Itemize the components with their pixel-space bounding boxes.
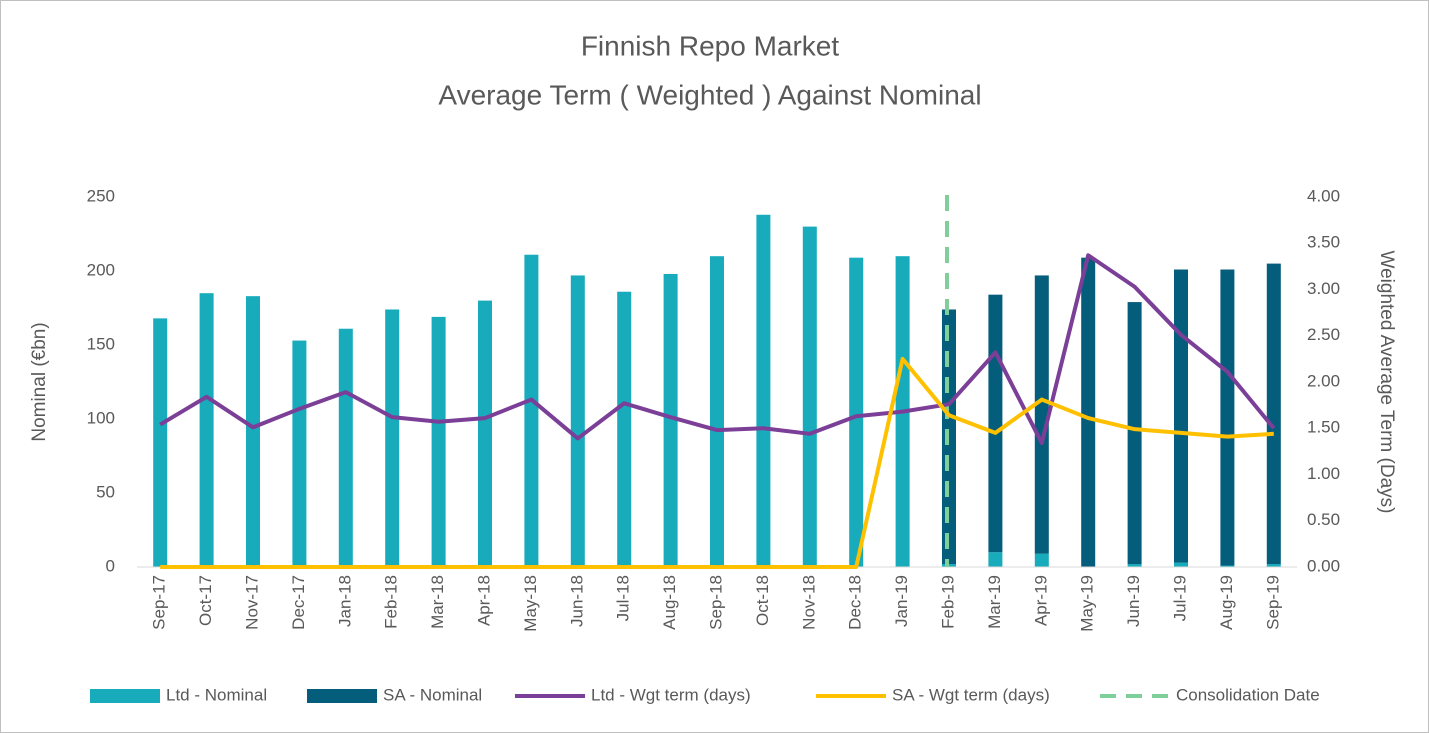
line-series [159, 253, 1276, 446]
bar [199, 293, 214, 567]
bar [756, 214, 771, 567]
chart-title: Finnish Repo Market [581, 30, 840, 61]
bar [1081, 257, 1096, 567]
x-tick-label: Nov-17 [242, 575, 261, 630]
x-tick-label: Jan-18 [335, 575, 354, 627]
bar [1174, 269, 1188, 563]
x-tick-label: May-18 [521, 575, 540, 632]
bar [1220, 565, 1235, 567]
x-tick-label: Sep-19 [1263, 575, 1282, 630]
y2-tick-label: 3.00 [1307, 279, 1340, 298]
y-tick-label: 250 [87, 186, 115, 205]
y2-tick-label: 0.00 [1307, 556, 1340, 575]
bar [431, 316, 446, 567]
bar [385, 309, 400, 567]
y-tick-label: 0 [106, 556, 115, 575]
bar [617, 291, 632, 567]
y-axis-title: Nominal (€bn) [29, 322, 50, 441]
legend-label: SA - Wgt term (days) [892, 685, 1050, 704]
bar [570, 275, 585, 567]
y-tick-label: 200 [87, 260, 115, 279]
x-tick-label: Oct-18 [753, 575, 772, 626]
y-tick-label: 100 [87, 408, 115, 427]
x-tick-label: Apr-19 [1031, 575, 1050, 626]
bar [1266, 564, 1281, 567]
x-tick-label: Apr-18 [474, 575, 493, 626]
bar [710, 256, 724, 567]
bar [1220, 269, 1235, 566]
x-tick-label: Aug-18 [660, 575, 679, 630]
bar [292, 340, 307, 567]
bar [1034, 553, 1049, 567]
bar [988, 294, 1003, 553]
x-tick-label: Sep-18 [706, 575, 725, 630]
x-tick-label: Dec-17 [289, 575, 308, 630]
x-tick-label: Mar-18 [428, 575, 447, 629]
bar [246, 296, 260, 567]
bar [524, 254, 539, 567]
chart-subtitle: Average Term ( Weighted ) Against Nomina… [438, 79, 981, 110]
x-tick-label: Feb-18 [382, 575, 401, 629]
x-tick-label: Jul-19 [1170, 575, 1189, 621]
x-tick-label: Jun-19 [1124, 575, 1143, 627]
y2-axis-title: Weighted Average Term (Days) [1376, 251, 1397, 514]
legend-label: Consolidation Date [1176, 685, 1320, 704]
x-tick-label: Nov-18 [799, 575, 818, 630]
x-tick-label: Sep-17 [150, 575, 169, 630]
y2-tick-label: 1.50 [1307, 418, 1340, 437]
bar [1174, 562, 1188, 567]
x-tick-label: Feb-19 [938, 575, 957, 629]
y2-tick-label: 2.50 [1307, 325, 1340, 344]
legend-label: Ltd - Wgt term (days) [591, 685, 751, 704]
line-series [160, 356, 1274, 569]
bar [1266, 263, 1281, 565]
bar [338, 328, 353, 567]
x-tick-label: Aug-19 [1217, 575, 1236, 630]
legend-label: Ltd - Nominal [166, 685, 267, 704]
bar [1127, 302, 1142, 565]
y2-tick-label: 4.00 [1307, 186, 1340, 205]
y-tick-label: 50 [96, 482, 115, 501]
x-tick-label: Jan-19 [892, 575, 911, 627]
x-tick-label: Dec-18 [846, 575, 865, 630]
bar [478, 300, 492, 567]
y2-tick-label: 2.00 [1307, 371, 1340, 390]
x-tick-label: Oct-17 [196, 575, 215, 626]
legend-swatch [90, 689, 160, 703]
bar [1034, 275, 1049, 554]
bar [988, 552, 1003, 567]
y2-tick-label: 0.50 [1307, 510, 1340, 529]
bar [1127, 564, 1142, 567]
x-tick-label: May-19 [1078, 575, 1097, 632]
y2-tick-label: 3.50 [1307, 233, 1340, 252]
x-tick-label: Jun-18 [567, 575, 586, 627]
x-tick-label: Mar-19 [985, 575, 1004, 629]
bar [153, 318, 168, 567]
x-tick-label: Jul-18 [614, 575, 633, 621]
legend-swatch [307, 689, 377, 703]
y2-tick-label: 1.00 [1307, 464, 1340, 483]
bar [663, 273, 678, 567]
y-tick-label: 150 [87, 334, 115, 353]
bar [849, 257, 864, 567]
bar [802, 226, 817, 567]
legend-label: SA - Nominal [383, 685, 482, 704]
